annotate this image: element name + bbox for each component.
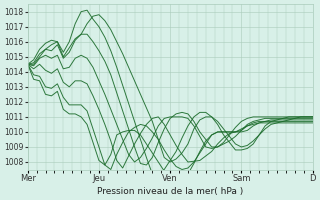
X-axis label: Pression niveau de la mer( hPa ): Pression niveau de la mer( hPa ) (97, 187, 243, 196)
